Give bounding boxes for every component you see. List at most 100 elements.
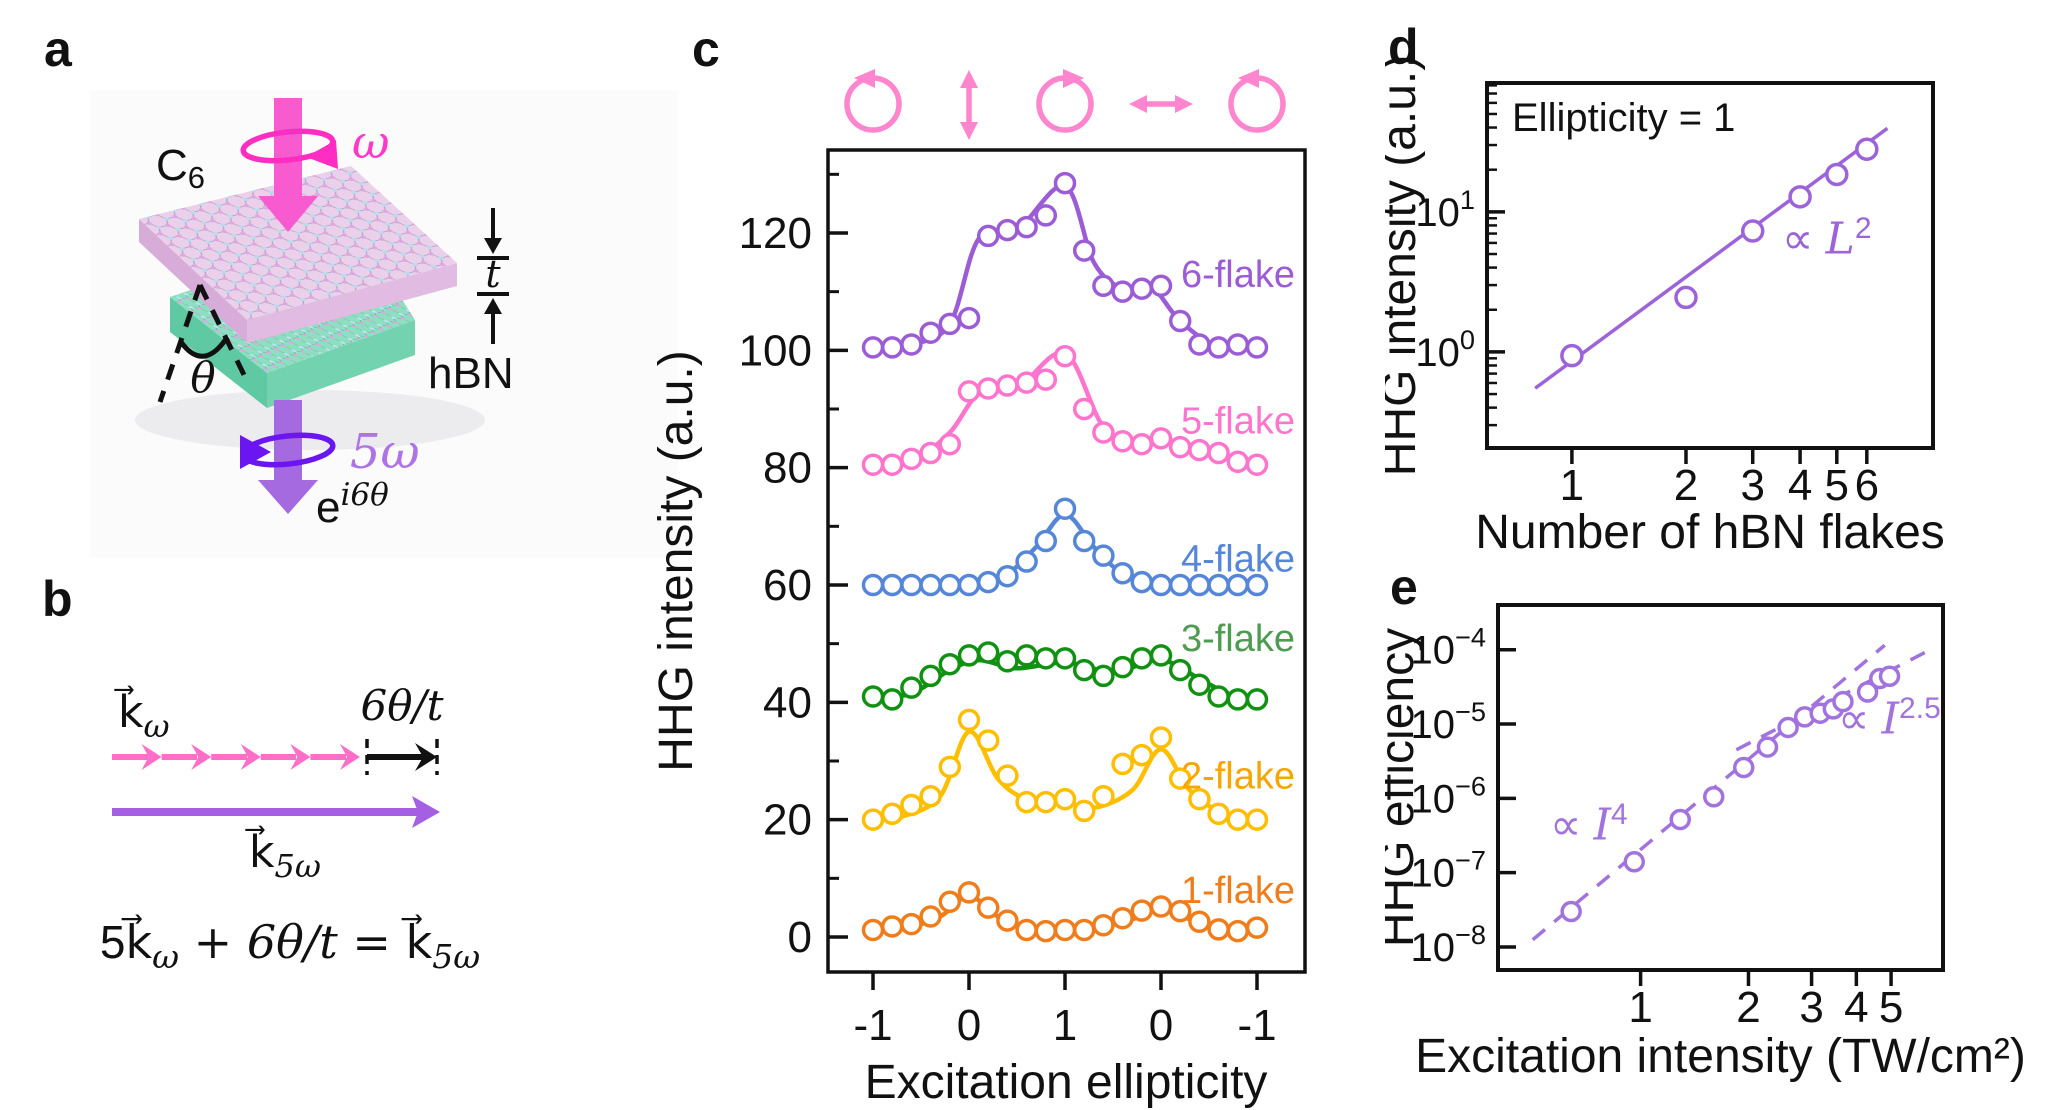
x-tick-label: 6 xyxy=(1855,461,1879,510)
theta-label: θ xyxy=(190,353,215,402)
series-5-flake: 5-flake xyxy=(861,344,1295,476)
data-marker xyxy=(1226,333,1250,356)
y-tick-label: 20 xyxy=(763,796,812,845)
data-marker xyxy=(957,573,981,597)
data-marker xyxy=(1702,786,1725,808)
data-marker xyxy=(1092,784,1115,808)
data-marker xyxy=(996,764,1019,787)
circular-right-icon xyxy=(1036,69,1094,133)
ellipticity-annotation: Ellipticity = 1 xyxy=(1512,96,1736,140)
data-marker xyxy=(1669,808,1691,831)
series-4-flake: 4-flake xyxy=(861,497,1295,597)
slab-shadow xyxy=(135,390,485,450)
data-marker xyxy=(1188,787,1211,811)
data-marker xyxy=(919,784,942,808)
y-tick-label: 10−6 xyxy=(1411,770,1487,821)
panel-b-diagram: k⃗ω 6θ/t k⃗5ω 5k⃗ω + 6θ/t = k⃗5ω xyxy=(100,681,480,976)
data-marker xyxy=(1111,655,1134,679)
data-marker xyxy=(880,336,904,359)
data-marker xyxy=(996,564,1019,588)
data-marker xyxy=(861,336,885,359)
data-marker xyxy=(1149,274,1173,298)
phase-base: e xyxy=(316,483,340,532)
k5-base: k⃗ xyxy=(245,825,275,877)
data-marker xyxy=(861,685,885,708)
data-marker xyxy=(900,447,923,471)
data-marker xyxy=(1130,647,1154,670)
data-marker xyxy=(1053,787,1077,811)
data-marker xyxy=(938,312,962,336)
data-marker xyxy=(938,755,962,779)
data-marker xyxy=(957,708,981,732)
x-tick-label: 5 xyxy=(1879,983,1903,1032)
series-label-3-flake: 3-flake xyxy=(1181,618,1295,660)
data-marker xyxy=(919,664,942,688)
data-marker xyxy=(900,793,923,817)
k-omega-subscript: ω xyxy=(143,707,169,745)
data-marker xyxy=(880,802,904,826)
data-marker xyxy=(1034,790,1058,814)
data-marker xyxy=(919,321,942,344)
data-marker xyxy=(1226,919,1250,943)
y-tick-label: 0 xyxy=(788,913,812,962)
circular-rotation-icon xyxy=(240,128,336,164)
y-tick-label: 60 xyxy=(763,561,812,610)
data-marker xyxy=(1072,658,1096,682)
data-marker xyxy=(938,432,962,456)
rotation-arrowhead-icon xyxy=(240,435,271,469)
data-marker xyxy=(1623,851,1645,873)
data-marker xyxy=(1053,918,1077,942)
polarization-icon-row xyxy=(844,69,1286,140)
data-marker xyxy=(1149,895,1173,918)
data-marker xyxy=(976,896,1000,919)
data-marker xyxy=(938,573,962,597)
k-omega-base: k⃗ xyxy=(114,685,144,737)
thickness-label: t xyxy=(485,252,501,296)
data-marker xyxy=(1207,336,1230,359)
rotation-arrowhead-icon xyxy=(306,140,338,169)
data-marker xyxy=(919,905,942,928)
data-marker xyxy=(1111,280,1134,303)
data-marker xyxy=(1560,900,1582,923)
data-marker xyxy=(1855,137,1879,161)
momentum-equation: 5k⃗ω + 6θ/t = k⃗5ω xyxy=(100,915,480,976)
data-marker xyxy=(1825,162,1849,187)
data-marker xyxy=(1168,658,1192,682)
panel-e-label: e xyxy=(1390,559,1418,615)
fit-prefix: ∝ xyxy=(1838,694,1882,744)
data-marker xyxy=(1015,790,1038,814)
data-marker xyxy=(1034,919,1058,943)
data-marker xyxy=(1168,309,1192,333)
data-marker xyxy=(1130,277,1154,300)
data-marker xyxy=(1245,688,1269,711)
i25-fit-label: ∝ I2.5 xyxy=(1838,692,1941,745)
y-tick-label: 10−4 xyxy=(1411,622,1487,673)
data-marker xyxy=(1560,343,1584,368)
axes: 0 20 40 60 80 100 120 -1 0 1 0 -1 Excitation ellipti… xyxy=(650,148,1307,1109)
data-marker xyxy=(1053,497,1077,520)
x-axis-title: Excitation ellipticity xyxy=(865,1056,1268,1109)
data-marker xyxy=(1188,673,1211,696)
data-marker xyxy=(1149,644,1173,667)
data-marker xyxy=(996,650,1019,673)
series-3-flake: 3-flake xyxy=(861,618,1295,711)
data-marker xyxy=(976,224,1000,248)
data-marker xyxy=(1149,573,1173,597)
x-tick-label: 4 xyxy=(1788,461,1812,510)
y-axis-title: HHG intensity (a.u.) xyxy=(1385,55,1426,476)
data-marker xyxy=(1245,808,1269,831)
data-marker xyxy=(880,688,904,711)
data-marker xyxy=(1788,185,1812,209)
fit-prefix: ∝ xyxy=(1782,214,1826,264)
data-marker xyxy=(1226,808,1250,831)
series-label-1-flake: 1-flake xyxy=(1181,870,1295,912)
series-label-4-flake: 4-flake xyxy=(1181,539,1295,581)
data-marker xyxy=(900,573,923,597)
data-marker xyxy=(861,918,885,942)
data-marker xyxy=(1092,544,1115,567)
twist-angle-marker xyxy=(157,283,251,403)
data-marker xyxy=(1053,344,1077,368)
